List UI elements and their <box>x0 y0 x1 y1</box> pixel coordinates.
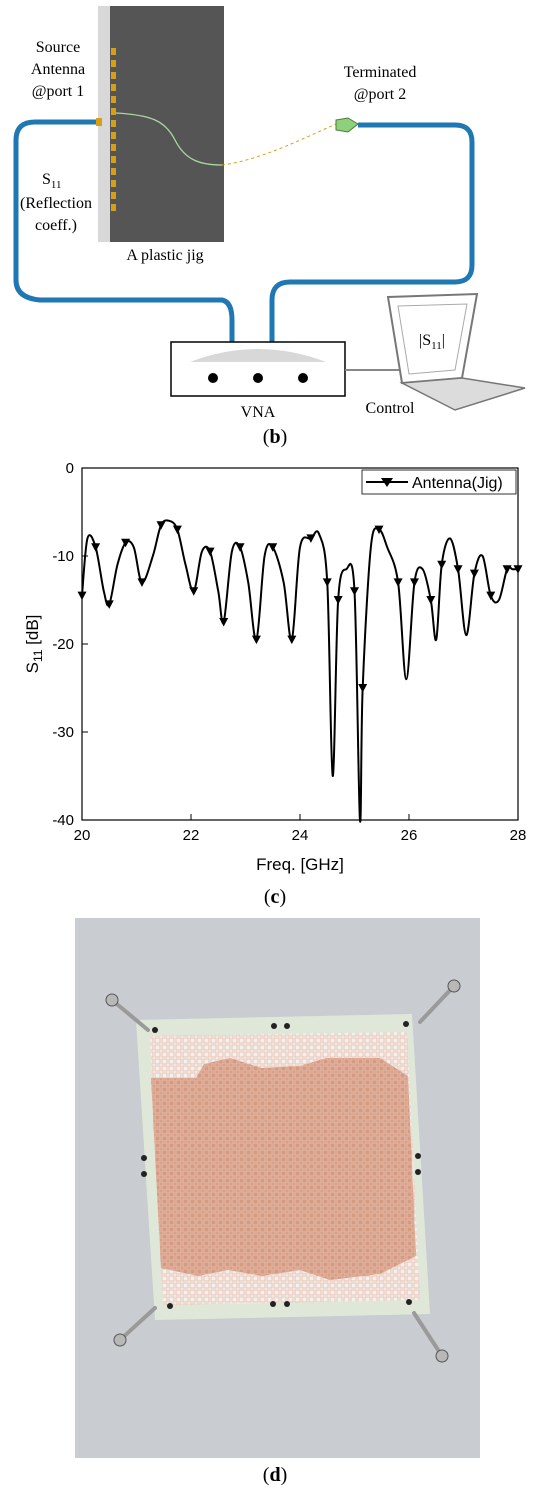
propagation-path <box>115 112 223 166</box>
vna-knob <box>298 373 308 383</box>
vna-display <box>190 349 326 362</box>
jig-label: A plastic jig <box>126 247 203 264</box>
data-point <box>333 596 343 605</box>
screen-sub: 11 <box>431 340 442 352</box>
panel-c: 20 22 24 26 28 0 -10 -20 -30 -40 Antenna(Jig) Fre… <box>0 458 550 918</box>
data-point <box>189 587 199 596</box>
data-point <box>156 521 166 530</box>
data-point <box>409 578 419 587</box>
caption-d: (d) <box>262 1464 288 1486</box>
data-point <box>486 591 496 601</box>
y-tick-label: -10 <box>52 548 74 565</box>
cable-port1 <box>13 119 235 342</box>
y-axis-label-sub: 11 <box>31 649 45 662</box>
y-axis-label: S11 [dB] <box>23 615 45 674</box>
laptop-display <box>397 303 468 375</box>
x-tick-label: 22 <box>183 827 200 844</box>
data-point <box>469 569 479 579</box>
y-axis-label-tail: [dB] <box>23 615 42 650</box>
y-axis-label-main: S <box>23 662 42 673</box>
source-label-line2: Antenna <box>31 61 85 78</box>
s11-desc-line1: (Reflection <box>20 195 92 212</box>
x-tick-label: 28 <box>510 827 527 844</box>
data-point <box>358 684 368 693</box>
s11-desc-line2: coeff.) <box>35 217 77 234</box>
chart-legend: Antenna(Jig) <box>361 469 517 495</box>
screen-s11-label: |S11| <box>419 332 445 352</box>
plot-frame <box>81 467 519 821</box>
data-point <box>513 565 523 574</box>
mounting-holes <box>141 1021 421 1309</box>
data-point <box>268 543 278 552</box>
board-photo <box>75 918 480 1458</box>
data-point <box>77 591 87 601</box>
laptop-keyboard <box>399 377 526 411</box>
plastic-jig <box>110 6 224 242</box>
data-point <box>235 543 245 552</box>
x-tick-label: 20 <box>74 827 91 844</box>
s11-chart: 20 22 24 26 28 0 -10 -20 -30 -40 Antenna(Jig) Fre… <box>23 460 526 874</box>
vna-knob <box>208 373 218 383</box>
control-label: Control <box>366 400 415 417</box>
standoff-heads <box>105 979 461 1363</box>
s11-label: S11 <box>42 171 62 191</box>
data-point <box>502 565 512 574</box>
data-point <box>91 543 101 552</box>
data-point <box>306 534 316 543</box>
cable-port2 <box>269 122 475 342</box>
s11-main: S <box>42 171 51 188</box>
y-tick-label: 0 <box>66 460 74 477</box>
data-point <box>393 578 403 587</box>
chart-series <box>77 519 523 823</box>
data-point <box>205 547 215 557</box>
screen-main: |S <box>419 332 431 349</box>
x-axis-label: Freq. [GHz] <box>256 855 344 874</box>
data-point <box>251 635 261 645</box>
standoffs <box>110 984 456 1358</box>
caption-b-letter: b <box>269 426 281 448</box>
data-point <box>374 525 384 535</box>
data-point <box>453 565 463 574</box>
chart-ticks: 20 22 24 26 28 0 -10 -20 -30 -40 <box>52 460 526 844</box>
source-label-line3: @port 1 <box>32 83 85 100</box>
panel-b: Source Antenna @port 1 Terminated @port … <box>0 0 550 460</box>
data-point <box>172 525 182 535</box>
y-tick-label: -30 <box>52 724 74 741</box>
terminated-label-line1: Terminated <box>344 64 417 81</box>
source-label-line1: Source <box>36 39 80 56</box>
propagation-dashed <box>221 123 337 166</box>
caption-c: (c) <box>263 886 287 908</box>
data-point <box>437 560 447 570</box>
jig-edge <box>98 6 110 242</box>
vna-box <box>170 341 346 397</box>
x-tick-label: 24 <box>292 827 309 844</box>
data-point <box>350 587 359 596</box>
vna-label: VNA <box>241 404 276 421</box>
terminated-label-line2: @port 2 <box>354 86 407 103</box>
terminator-icon <box>335 117 359 133</box>
caption-d-letter: d <box>269 1464 281 1486</box>
antenna-array <box>96 48 116 211</box>
data-point <box>322 578 332 587</box>
vna-knob <box>253 373 263 383</box>
data-point <box>287 635 297 645</box>
y-tick-label: -20 <box>52 636 74 653</box>
legend-label: Antenna(Jig) <box>412 475 503 492</box>
legend-marker <box>381 478 393 487</box>
caption-c-letter: c <box>270 886 280 908</box>
copper-region <box>151 1058 416 1280</box>
data-point <box>121 538 131 548</box>
panel-d: (d) <box>0 918 550 1499</box>
data-point <box>137 578 147 587</box>
x-tick-label: 26 <box>401 827 418 844</box>
data-point <box>219 618 229 627</box>
screen-tail: | <box>442 332 445 349</box>
s11-sub: 11 <box>51 179 62 191</box>
caption-b: (b) <box>262 426 288 448</box>
data-point <box>426 596 436 605</box>
setup-diagram: Source Antenna @port 1 Terminated @port … <box>13 6 526 421</box>
y-tick-label: -40 <box>52 812 74 829</box>
data-point <box>104 600 114 609</box>
